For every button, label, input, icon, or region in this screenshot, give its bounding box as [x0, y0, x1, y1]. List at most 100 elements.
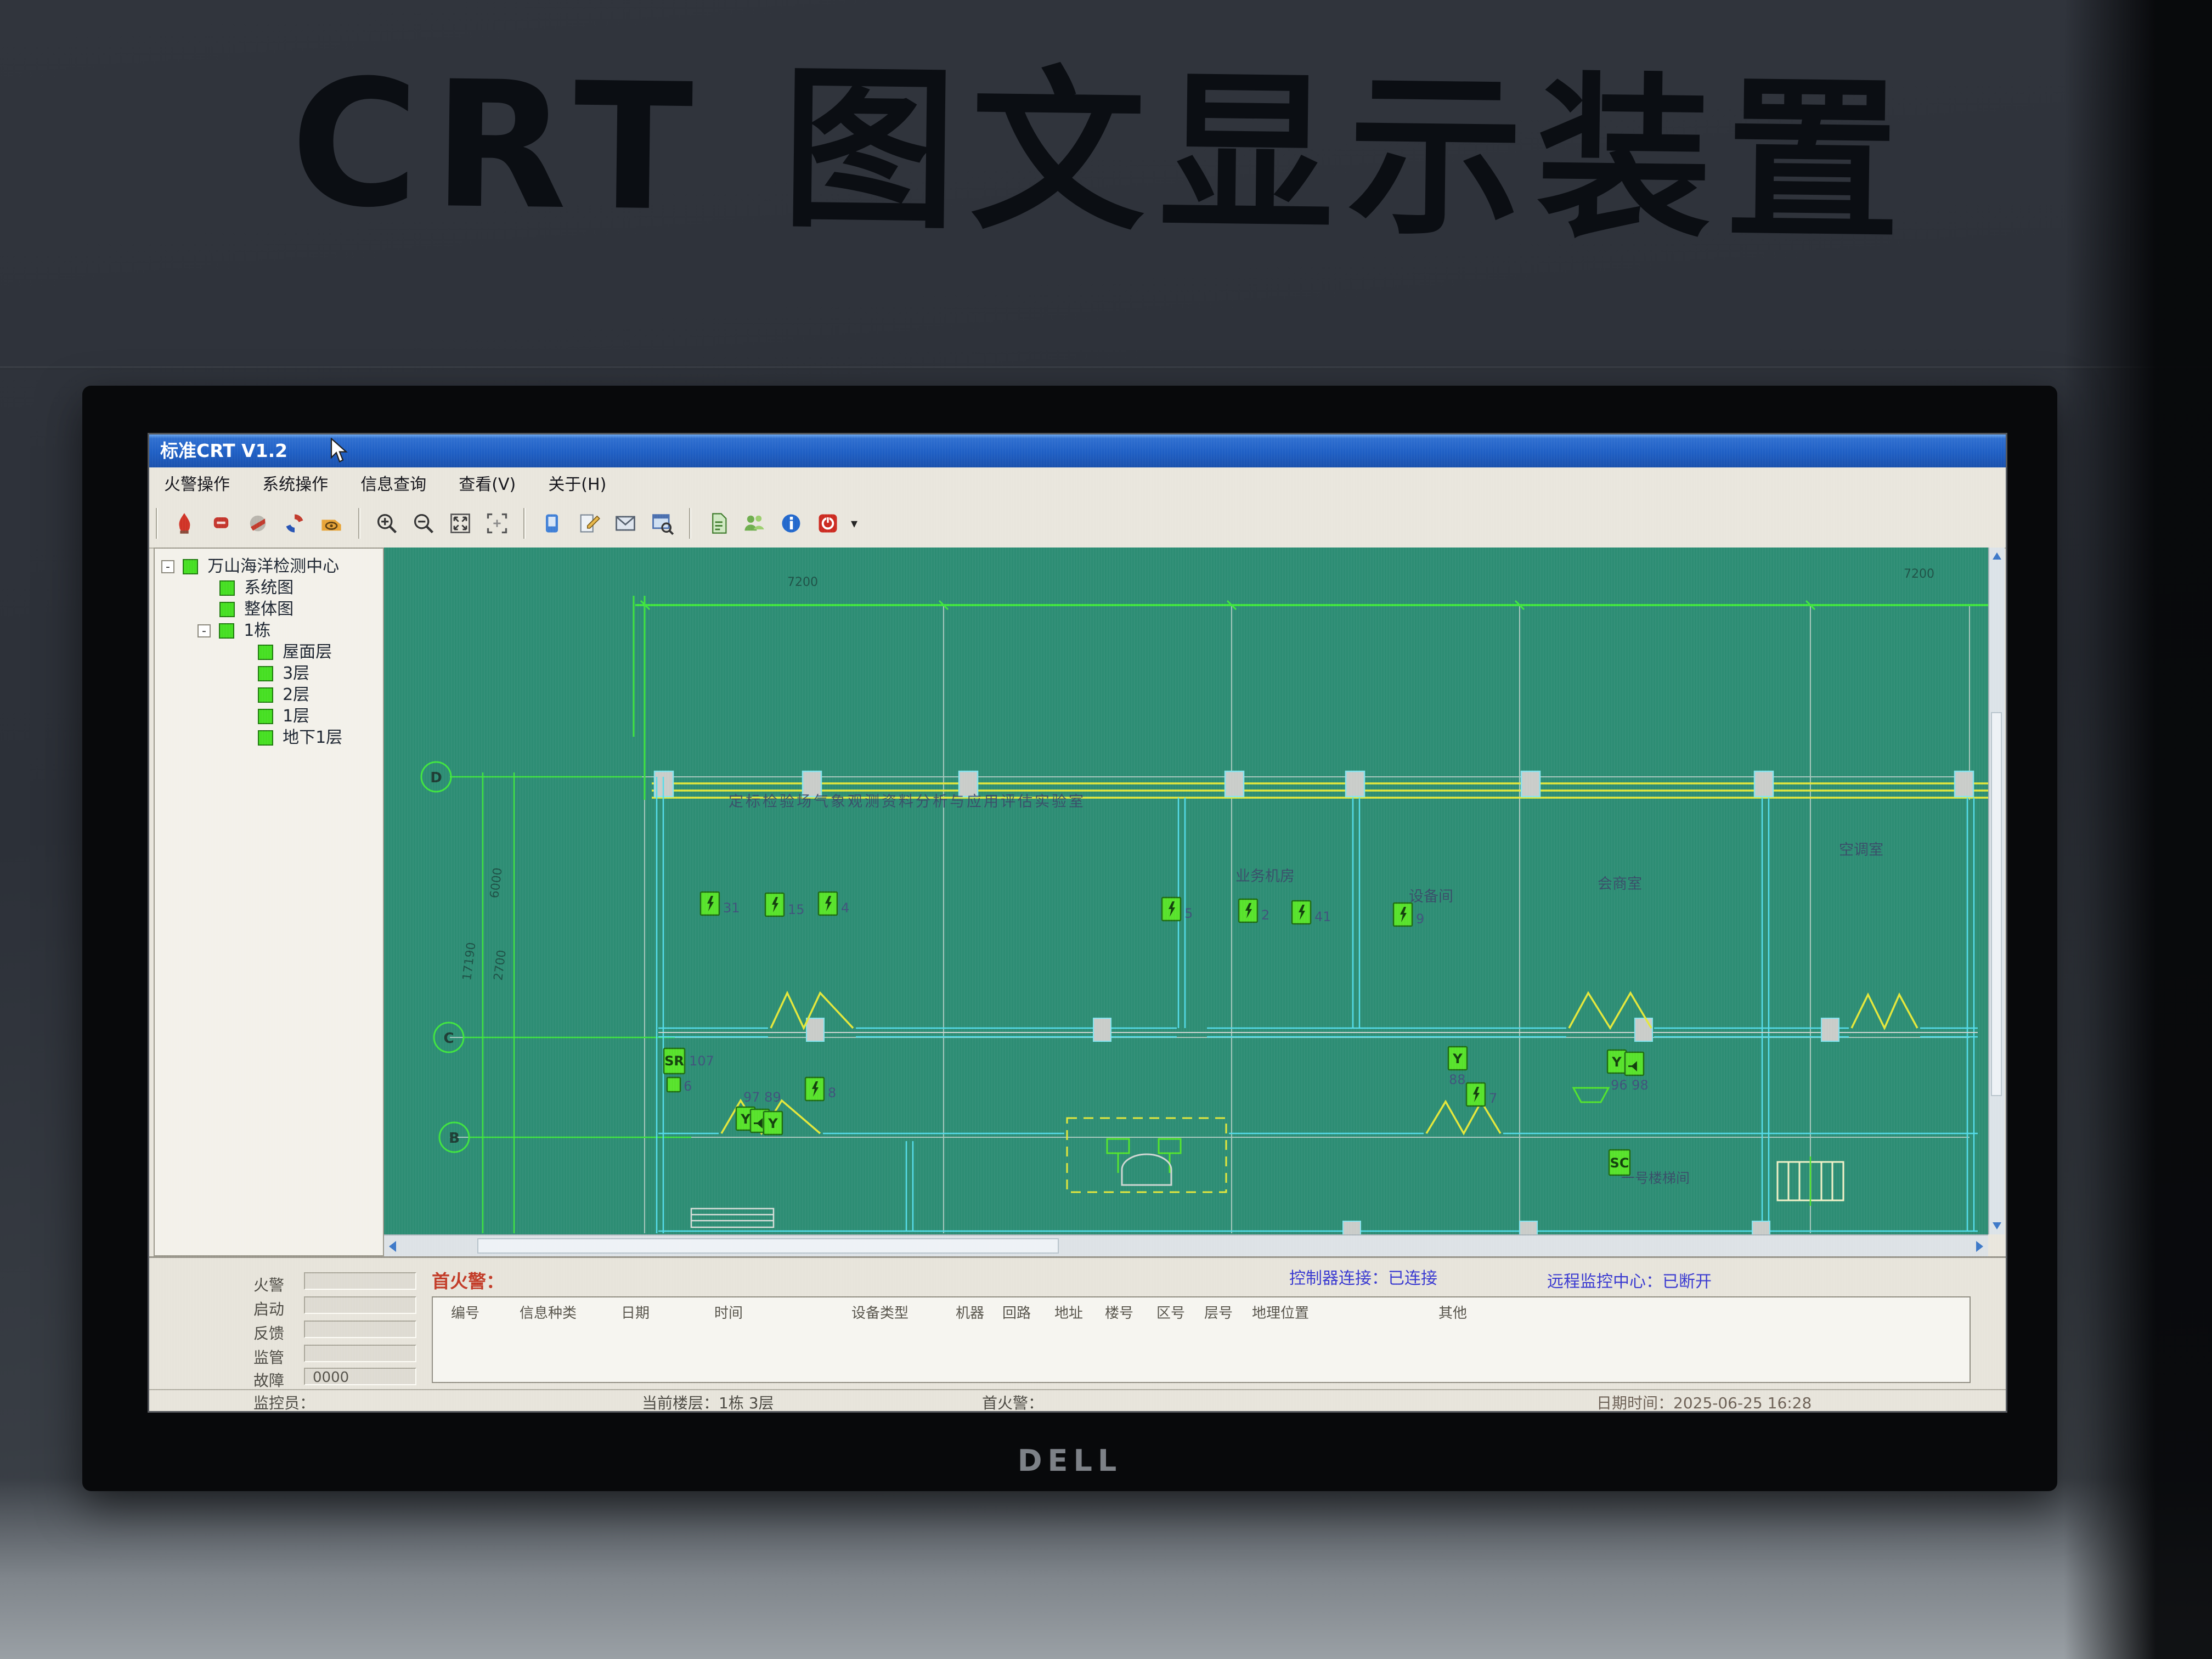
view-mode-button[interactable]: [316, 508, 347, 539]
controller-status: 控制器连接：已连接: [1289, 1269, 1437, 1288]
collapse-toggle[interactable]: -: [198, 624, 211, 637]
tree-item-label[interactable]: 1层: [283, 707, 310, 726]
event-list[interactable]: 编号 信息种类 日期 时间 设备类型 机器 回路 地址 楼号 区号 层号 地理位…: [432, 1296, 1971, 1383]
status-bar: 监控员： 当前楼层：1栋 3层 首火警： 日期时间：2025-06-25 16:…: [149, 1389, 2006, 1411]
node-status-square: [258, 665, 273, 681]
tree-item-floor1[interactable]: 1层: [161, 705, 383, 726]
node-status-square: [219, 601, 235, 617]
tree-item-label[interactable]: 整体图: [244, 600, 294, 619]
fit-view-button[interactable]: [445, 508, 476, 539]
counter-start-label: 启动: [253, 1300, 285, 1318]
exit-power-button[interactable]: [812, 508, 843, 539]
tree-root-label[interactable]: 万山海洋检测中心: [207, 557, 340, 576]
dim-label: 2700: [492, 949, 509, 981]
tree-item-basement1[interactable]: 地下1层: [161, 726, 383, 748]
module-icon[interactable]: [666, 1076, 681, 1093]
svg-text:2: 2: [1261, 907, 1269, 923]
device-glyph: Y: [768, 1116, 778, 1131]
floorplan-canvas[interactable]: D C B 7200 7200 6000 2700 17190: [384, 548, 1988, 1243]
message-button[interactable]: [610, 508, 641, 539]
tree-item-label[interactable]: 系统图: [244, 578, 294, 597]
collapse-toggle[interactable]: -: [161, 560, 174, 573]
menu-bar: 火警操作 系统操作 信息查询 查看(V) 关于(H): [149, 467, 2006, 505]
tree-item-label[interactable]: 地下1层: [283, 728, 343, 747]
tree-item-overall-diagram[interactable]: 整体图: [161, 598, 383, 619]
device-glyph: Y: [1452, 1051, 1463, 1066]
counter-fire-field: [304, 1272, 416, 1290]
control-sc-icon[interactable]: [1608, 1149, 1631, 1176]
grid-bubble-label: D: [430, 770, 442, 786]
full-extent-button[interactable]: [482, 508, 512, 539]
zoom-out-button[interactable]: [408, 508, 439, 539]
decoder-icon[interactable]: [1572, 1087, 1610, 1103]
svg-text:41: 41: [1314, 909, 1331, 924]
grid-bubble-label: C: [443, 1030, 454, 1047]
dell-logo: DELL: [1017, 1443, 1122, 1478]
menu-about[interactable]: 关于(H): [548, 475, 607, 494]
node-status-square: [258, 708, 273, 724]
scroll-left-icon[interactable]: [387, 1240, 398, 1253]
menu-fire-operations[interactable]: 火警操作: [164, 475, 230, 494]
scroll-down-icon[interactable]: [1991, 1220, 2002, 1231]
tree-item-floor2[interactable]: 2层: [161, 684, 383, 705]
tree-item-label[interactable]: 2层: [283, 685, 310, 704]
tree-item-system-diagram[interactable]: 系统图: [161, 577, 383, 598]
dim-label: 7200: [1904, 567, 1934, 581]
svg-text:5: 5: [1184, 906, 1193, 921]
self-test-button[interactable]: [279, 508, 310, 539]
tree-item-building1[interactable]: - 1栋: [161, 619, 383, 641]
svg-text:107: 107: [689, 1053, 714, 1069]
repeater-sr-icon[interactable]: [663, 1047, 686, 1075]
log-button[interactable]: [702, 508, 733, 539]
tree-item-label[interactable]: 3层: [283, 664, 310, 683]
scroll-up-icon[interactable]: [1991, 551, 2002, 562]
manual-call-point-icon[interactable]: [1447, 1046, 1468, 1071]
svg-text:15: 15: [788, 902, 805, 917]
mute-button[interactable]: [206, 508, 236, 539]
device-info-button[interactable]: [537, 508, 567, 539]
reset-button[interactable]: [242, 508, 273, 539]
menu-system-operations[interactable]: 系统操作: [262, 475, 329, 494]
horizontal-scrollbar[interactable]: [384, 1234, 1988, 1257]
counter-supervise-label: 监管: [253, 1348, 285, 1367]
toolbar-separator: [523, 508, 526, 539]
vertical-scrollbar[interactable]: [1988, 548, 2005, 1234]
about-info-button[interactable]: [776, 508, 806, 539]
svg-text:88: 88: [1449, 1072, 1466, 1087]
find-window-button[interactable]: [647, 508, 678, 539]
svg-text:4: 4: [841, 900, 849, 916]
edit-button[interactable]: [573, 508, 604, 539]
tree-item-label[interactable]: 1栋: [244, 621, 271, 640]
window-titlebar[interactable]: 标准CRT V1.2: [149, 435, 2006, 467]
fire-alarm-button[interactable]: [169, 508, 200, 539]
menu-info-query[interactable]: 信息查询: [360, 475, 427, 494]
manual-call-point-icon[interactable]: [763, 1110, 783, 1136]
cabinet-seam: [0, 366, 2212, 369]
vertical-scroll-thumb[interactable]: [1991, 712, 2002, 1096]
node-status-square: [258, 644, 273, 660]
horizontal-scroll-thumb[interactable]: [477, 1238, 1059, 1254]
svg-text:96 98: 96 98: [1611, 1077, 1649, 1093]
first-alarm-heading: 首火警：: [432, 1271, 504, 1292]
tree-item-label[interactable]: 屋面层: [283, 642, 332, 662]
col-device-type: 设备类型: [851, 1305, 909, 1322]
counter-supervise-field: [304, 1345, 416, 1362]
crt-app-window: 标准CRT V1.2 火警操作 系统操作 信息查询 查看(V) 关于(H): [148, 433, 2007, 1413]
corridor-layer: [652, 770, 1988, 799]
col-machine: 机器: [956, 1305, 985, 1322]
grid-bubble-label: B: [449, 1130, 460, 1147]
room-label: 空调室: [1839, 842, 1883, 859]
scroll-right-icon[interactable]: [1974, 1240, 1985, 1253]
menu-view[interactable]: 查看(V): [459, 475, 516, 494]
users-button[interactable]: [739, 508, 770, 539]
tree-item-roof-floor[interactable]: 屋面层: [161, 641, 383, 662]
tree-item-floor3[interactable]: 3层: [161, 662, 383, 684]
room-label: 定标检验场气象观测资料分析与应用评估实验室: [729, 793, 1086, 810]
toolbar-more-dropdown[interactable]: ▾: [850, 516, 858, 531]
current-floor-status: 当前楼层：1栋 3层: [642, 1394, 774, 1411]
tree-root-row[interactable]: - 万山海洋检测中心: [161, 555, 383, 577]
devices-layer[interactable]: SR SC Y Y Y Y: [663, 891, 1645, 1176]
svg-text:6: 6: [684, 1079, 692, 1094]
zoom-in-button[interactable]: [371, 508, 402, 539]
counter-fire-label: 火警: [253, 1276, 285, 1294]
